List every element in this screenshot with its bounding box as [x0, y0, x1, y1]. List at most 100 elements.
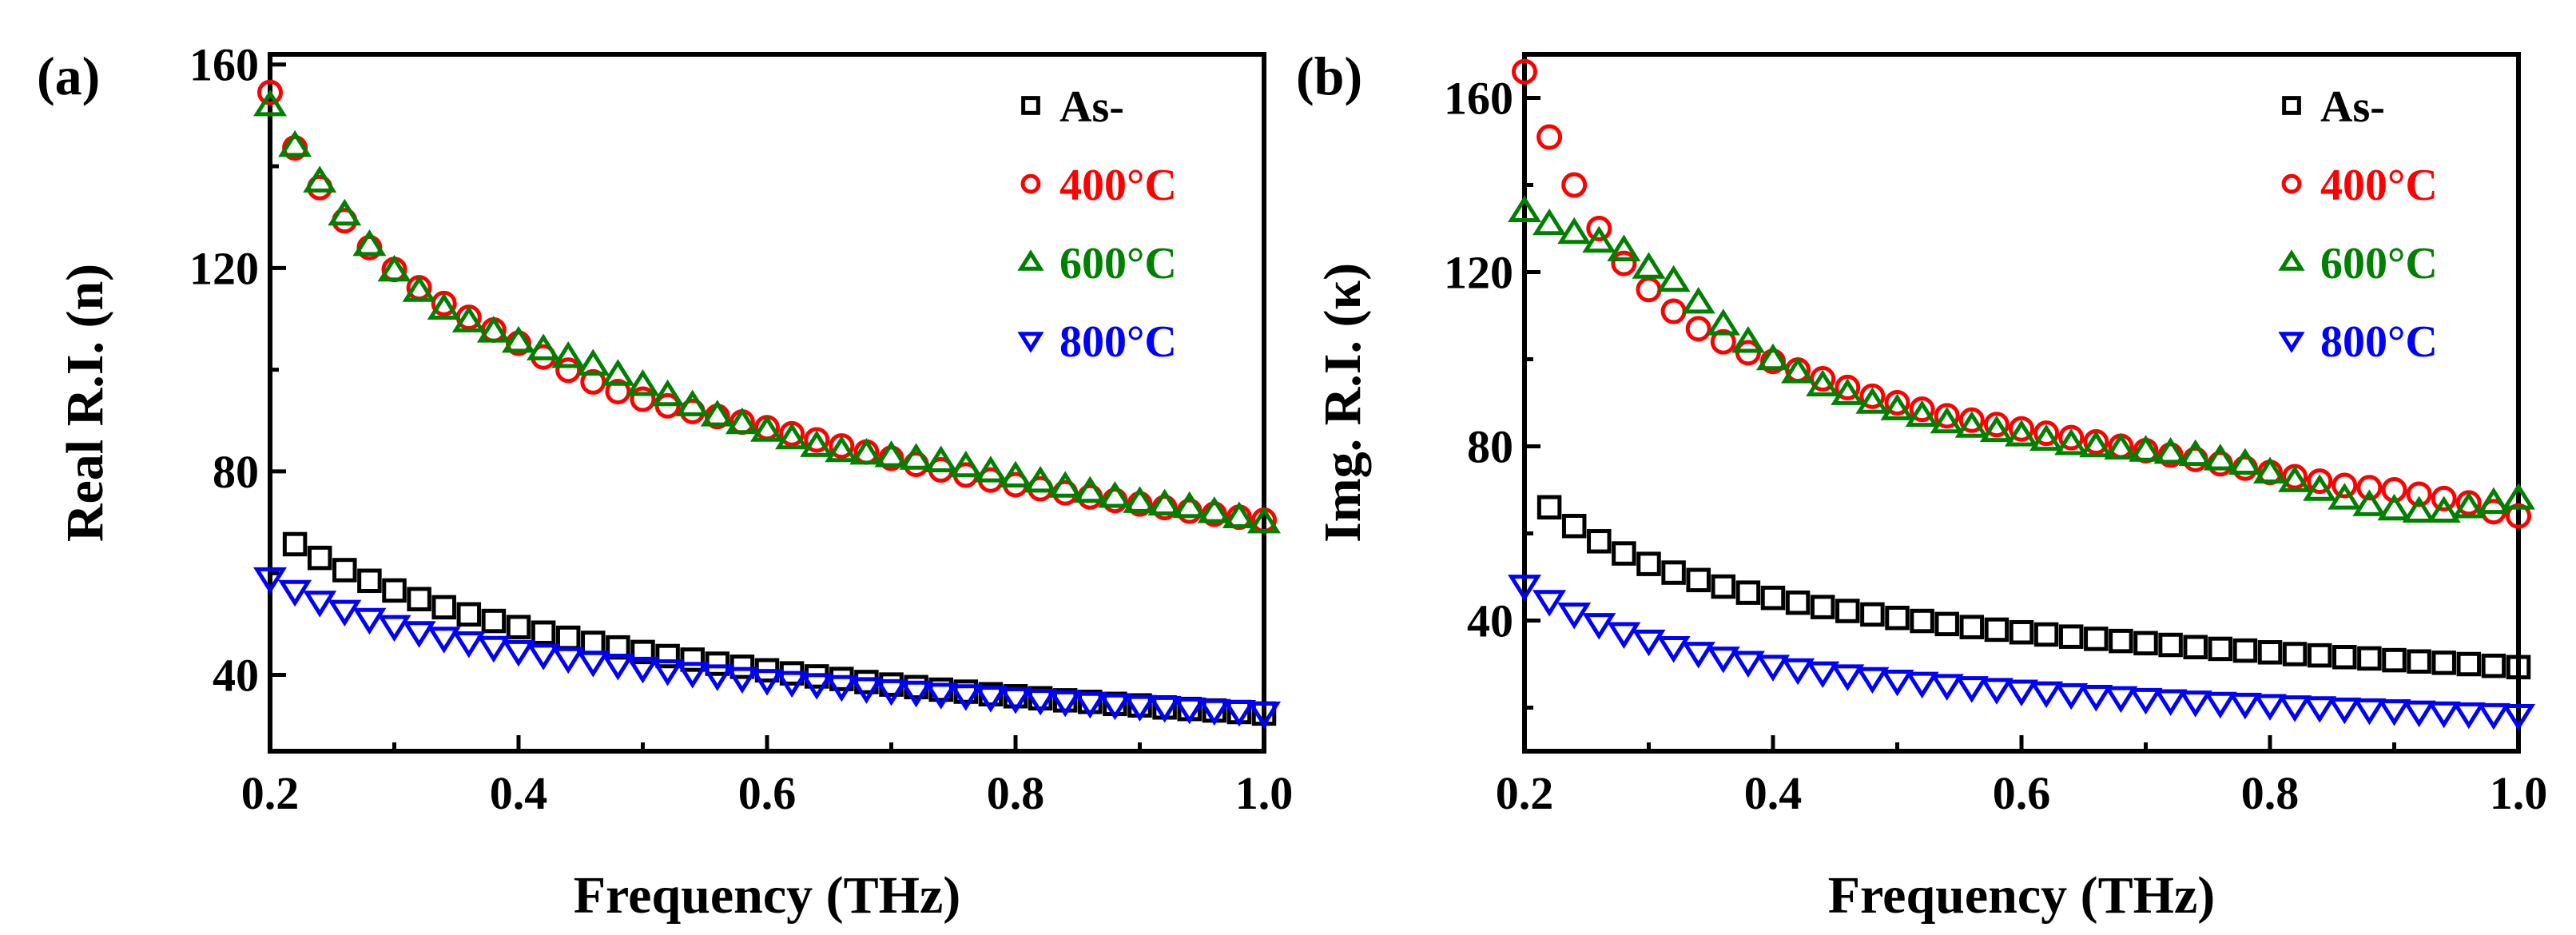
- data-point-b-s2-35: [2377, 493, 2411, 521]
- data-point-b-s2-39: [2476, 487, 2510, 515]
- data-point-b-s1-1: [1536, 124, 1563, 150]
- data-point-a-s2-33: [1073, 475, 1107, 503]
- data-point-b-s3-32: [2303, 696, 2337, 723]
- legend-label-a-1: 400°C: [1059, 161, 1177, 210]
- data-point-b-s0-39: [2506, 654, 2531, 680]
- legend-label-a-2: 600°C: [1059, 239, 1177, 288]
- legend-marker-a-1: [1020, 173, 1041, 194]
- x-axis-title-b: Frequency (THz): [1828, 866, 2216, 925]
- data-point-a-s0-1: [307, 545, 332, 571]
- data-point-a-s3-9: [476, 635, 511, 663]
- data-point-a-s2-1: [278, 129, 312, 157]
- data-point-a-s2-17: [675, 389, 710, 416]
- x-tick-label-a-0: 0.2: [241, 767, 300, 819]
- data-point-a-s3-8: [451, 631, 486, 658]
- x-tick-label-b-4: 1.0: [2490, 767, 2548, 819]
- data-point-b-s2-11: [1781, 356, 1815, 384]
- data-point-a-s2-13: [576, 348, 610, 376]
- data-point-a-s2-32: [1048, 471, 1083, 498]
- legend-marker-b-0: [2282, 96, 2301, 115]
- data-point-a-s2-22: [800, 430, 834, 457]
- data-point-b-s2-9: [1731, 326, 1765, 353]
- data-point-a-s3-16: [650, 659, 685, 686]
- data-point-b-s1-16: [1909, 396, 1935, 423]
- data-point-a-s0-6: [431, 595, 456, 620]
- data-point-a-s2-16: [650, 379, 685, 407]
- data-point-a-s3-39: [1222, 699, 1256, 727]
- data-point-b-s2-17: [1930, 406, 1964, 434]
- data-point-a-s3-22: [800, 673, 834, 700]
- data-point-b-s1-0: [1512, 58, 1537, 85]
- legend-label-b-1: 400°C: [2320, 161, 2438, 210]
- data-point-a-s0-4: [382, 578, 407, 603]
- data-point-a-s0-15: [655, 643, 680, 669]
- data-point-a-s1-23: [829, 433, 855, 460]
- data-point-b-s2-15: [1880, 393, 1914, 420]
- data-point-b-s3-15: [1880, 669, 1914, 697]
- data-point-b-s2-37: [2427, 495, 2461, 523]
- data-point-b-s2-24: [2104, 432, 2138, 460]
- data-point-a-s1-7: [431, 290, 457, 316]
- data-point-b-s3-36: [2402, 700, 2436, 728]
- data-point-b-s3-22: [2054, 682, 2089, 710]
- data-point-b-s3-14: [1855, 666, 1890, 694]
- panel-label-b: (b): [1296, 46, 1362, 106]
- data-point-b-s3-2: [1557, 603, 1592, 630]
- data-point-a-s2-30: [998, 460, 1033, 488]
- data-point-b-s2-19: [1979, 415, 2013, 443]
- data-point-a-s3-13: [576, 651, 610, 678]
- data-point-b-s0-8: [1735, 580, 1761, 605]
- chart-panel-b: (b) 0.2 0.4 0.6 0.8 1.0 40 80 120 160 Fr…: [1296, 46, 2547, 925]
- data-point-b-s1-7: [1685, 316, 1711, 342]
- legend-marker-b-2: [2278, 249, 2305, 271]
- data-point-b-s0-24: [2133, 631, 2158, 656]
- data-point-b-s0-12: [1835, 599, 1860, 623]
- data-point-a-s2-2: [303, 165, 337, 193]
- y-ticks-a: [270, 62, 286, 678]
- data-point-b-s1-32: [2307, 468, 2333, 495]
- data-point-b-s3-0: [1507, 575, 1542, 602]
- data-point-b-s3-25: [2129, 687, 2163, 715]
- data-point-b-s1-37: [2431, 485, 2457, 511]
- data-point-a-s2-25: [874, 440, 908, 468]
- data-point-b-s3-7: [1681, 642, 1715, 669]
- data-point-b-s3-26: [2153, 689, 2188, 716]
- legend-label-a-3: 800°C: [1059, 317, 1177, 367]
- data-point-b-s0-3: [1612, 541, 1636, 566]
- data-point-a-s3-15: [626, 656, 660, 684]
- x-tick-label-a-1: 0.4: [490, 767, 548, 819]
- data-point-b-s0-26: [2183, 635, 2208, 659]
- legend-label-a-0: As-: [1059, 82, 1124, 132]
- data-point-b-s3-39: [2476, 702, 2510, 730]
- data-point-a-s3-20: [749, 669, 785, 696]
- data-point-b-s3-17: [1930, 674, 1964, 701]
- data-point-b-s0-35: [2407, 649, 2431, 674]
- data-point-b-s0-1: [1561, 513, 1587, 539]
- data-point-a-s0-18: [729, 654, 755, 679]
- data-point-a-s3-24: [849, 677, 884, 704]
- data-point-b-s3-20: [2004, 679, 2039, 706]
- data-point-b-s0-30: [2282, 642, 2308, 666]
- data-point-b-s0-34: [2382, 647, 2407, 673]
- data-point-b-s2-6: [1656, 265, 1691, 292]
- data-point-a-s3-40: [1246, 701, 1282, 729]
- x-axis-title-a: Frequency (THz): [574, 866, 961, 925]
- data-point-a-s2-10: [501, 325, 536, 353]
- data-point-a-s0-14: [630, 639, 655, 665]
- x-tick-label-a-3: 0.8: [987, 767, 1045, 819]
- data-point-b-s3-16: [1905, 671, 1939, 699]
- data-point-b-s2-5: [1632, 252, 1666, 279]
- x-tick-label-a-2: 0.6: [738, 767, 797, 819]
- data-point-b-s3-5: [1632, 629, 1666, 657]
- data-point-b-s0-28: [2232, 638, 2258, 663]
- data-point-b-s2-20: [2004, 420, 2039, 447]
- data-point-b-s0-2: [1587, 529, 1612, 554]
- data-point-a-s3-37: [1172, 697, 1207, 725]
- data-point-b-s2-23: [2079, 430, 2113, 458]
- data-point-a-s3-23: [825, 674, 859, 702]
- data-point-b-s3-19: [1979, 678, 2013, 705]
- data-point-b-s3-6: [1656, 635, 1691, 663]
- y-tick-labels-a: 40 80 120 160: [189, 39, 259, 702]
- data-point-b-s2-16: [1905, 400, 1939, 428]
- data-point-b-s2-7: [1681, 286, 1715, 314]
